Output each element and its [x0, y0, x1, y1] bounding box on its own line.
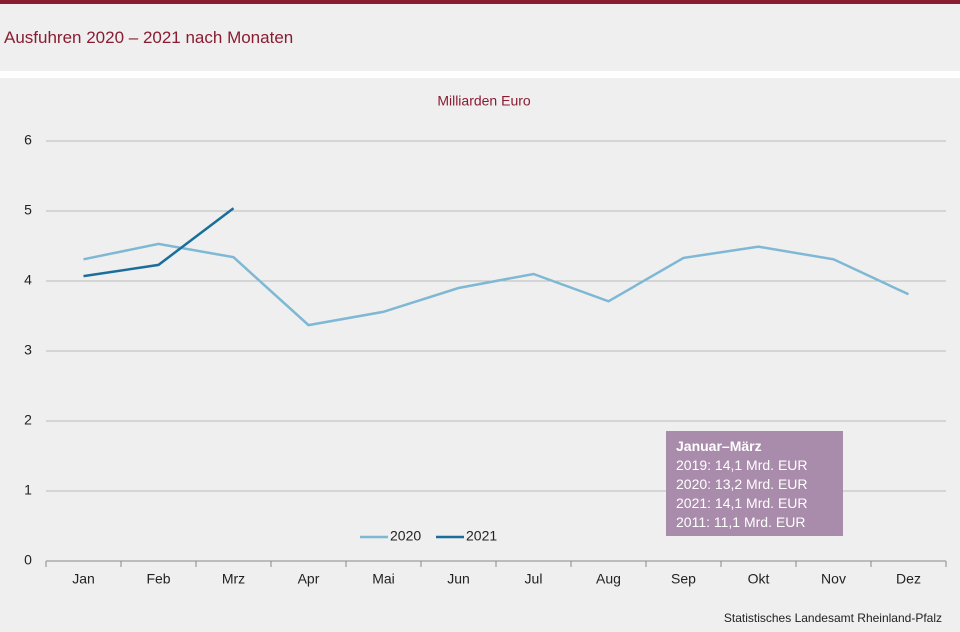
line-series	[83, 207, 235, 278]
y-tick-label: 6	[24, 132, 32, 148]
x-tick-label: Apr	[298, 571, 320, 587]
x-tick-label: Jun	[447, 571, 470, 587]
separator	[0, 71, 960, 78]
x-tick-label: Feb	[146, 571, 170, 587]
x-tick-label: Nov	[821, 571, 846, 587]
legend-label: 2021	[466, 528, 497, 544]
annotation-title: Januar–März	[676, 438, 762, 454]
y-tick-label: 5	[24, 202, 32, 218]
x-tick-label: Jul	[525, 571, 543, 587]
y-tick-label: 2	[24, 412, 32, 428]
source: Statistisches Landesamt Rheinland-Pfalz	[723, 611, 942, 625]
y-tick-label: 4	[24, 272, 32, 288]
annotation-line: 2019: 14,1 Mrd. EUR	[676, 457, 808, 473]
x-tick-label: Sep	[671, 571, 696, 587]
x-tick-label: Mai	[372, 571, 395, 587]
y-tick-label: 1	[24, 482, 32, 498]
y-tick-label: 3	[24, 342, 32, 358]
subtitle: Milliarden Euro	[437, 93, 531, 109]
x-tick-label: Okt	[748, 571, 770, 587]
x-tick-label: Jan	[72, 571, 95, 587]
x-tick-label: Dez	[896, 571, 921, 587]
x-tick-label: Aug	[596, 571, 621, 587]
annotation-line: 2020: 13,2 Mrd. EUR	[676, 476, 808, 492]
title: Ausfuhren 2020 – 2021 nach Monaten	[4, 28, 294, 47]
line-series	[83, 242, 910, 327]
annotation-line: 2021: 14,1 Mrd. EUR	[676, 495, 808, 511]
annotation: Januar–März 2019: 14,1 Mrd. EUR 2020: 13,…	[666, 431, 843, 536]
top-bar	[0, 0, 960, 4]
annotation-line: 2011: 11,1 Mrd. EUR	[676, 514, 806, 530]
y-tick-label: 0	[24, 552, 32, 568]
x-tick-label: Mrz	[222, 571, 245, 587]
legend-label: 2020	[390, 528, 421, 544]
